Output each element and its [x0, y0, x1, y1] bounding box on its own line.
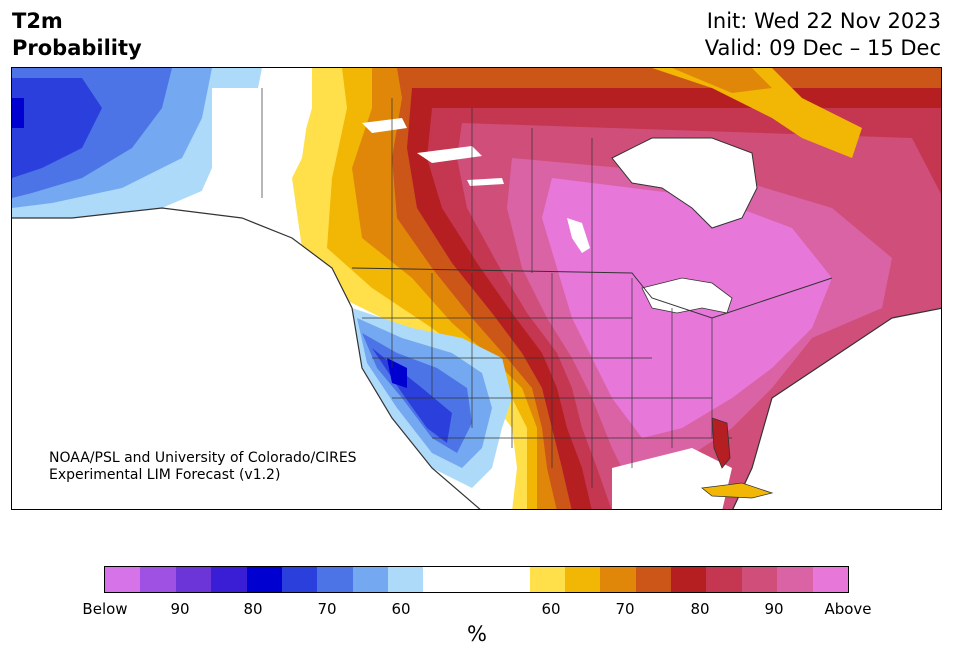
arctic-warm-core [672, 68, 772, 93]
colorbar-bin [635, 567, 672, 592]
tick-above-60: 60 [541, 600, 561, 618]
map-svg [12, 68, 941, 509]
forecast-dates: Init: Wed 22 Nov 2023 Valid: 09 Dec – 15… [705, 8, 941, 62]
colorbar-bin [671, 567, 707, 592]
us-canada-border [351, 267, 833, 319]
colorbar-unit: % [467, 622, 487, 646]
colorbar-bin [175, 567, 212, 592]
tick-above-80: 80 [690, 600, 710, 618]
great-slave-lake [417, 146, 482, 163]
below-band-75 [12, 78, 102, 178]
colorbar-bin [317, 567, 353, 592]
colorbar-bin [211, 567, 247, 592]
map-title: T2m Probability [12, 8, 142, 62]
colorbar-bin [388, 567, 424, 592]
neutral-west [192, 88, 312, 218]
credit-line-1: NOAA/PSL and University of Colorado/CIRE… [49, 450, 357, 466]
pacific-ocean [12, 208, 480, 509]
init-date: Init: Wed 22 Nov 2023 [706, 9, 941, 33]
credit-line-2: Experimental LIM Forecast (v1.2) [49, 467, 281, 483]
colorbar-bin [741, 567, 778, 592]
tick-below-80: 80 [243, 600, 263, 618]
state-lines [362, 268, 732, 488]
title-line-1: T2m [12, 9, 63, 33]
colorbar-bin [423, 567, 530, 592]
atlantic-ocean [732, 308, 941, 509]
colorbar-bin [529, 567, 565, 592]
forecast-map [11, 67, 942, 510]
florida [711, 417, 731, 469]
lake-athabasca [467, 178, 504, 186]
east-coastline [732, 307, 941, 509]
colorbar-bin [812, 567, 848, 592]
tick-below: Below [82, 600, 128, 618]
tick-above-90: 90 [764, 600, 784, 618]
colorbar-bin [706, 567, 742, 592]
colorbar-bin [246, 567, 282, 592]
colorbar-bin [777, 567, 813, 592]
data-credit: NOAA/PSL and University of Colorado/CIRE… [49, 450, 357, 484]
tick-below-90: 90 [170, 600, 190, 618]
great-bear-lake [362, 118, 407, 133]
colorbar-bin [105, 567, 141, 592]
colorbar-bin [352, 567, 388, 592]
province-lines [261, 88, 593, 273]
coastline [12, 207, 481, 509]
tick-above-70: 70 [615, 600, 635, 618]
tick-below-70: 70 [317, 600, 337, 618]
gulf-of-mexico [612, 448, 732, 509]
colorbar-bin [281, 567, 318, 592]
below-core [12, 98, 24, 128]
cuba [701, 482, 774, 499]
colorbar-bin [140, 567, 176, 592]
colorbar-bin [564, 567, 601, 592]
valid-range: Valid: 09 Dec – 15 Dec [704, 36, 941, 60]
title-line-2: Probability [12, 36, 142, 60]
hudson-bay [611, 137, 758, 229]
arctic-warm-patch [652, 68, 862, 158]
tick-below-60: 60 [391, 600, 411, 618]
colorbar-bin [600, 567, 636, 592]
lake-winnipeg [567, 218, 590, 253]
tick-above: Above [824, 600, 872, 618]
colorbar [104, 566, 849, 593]
